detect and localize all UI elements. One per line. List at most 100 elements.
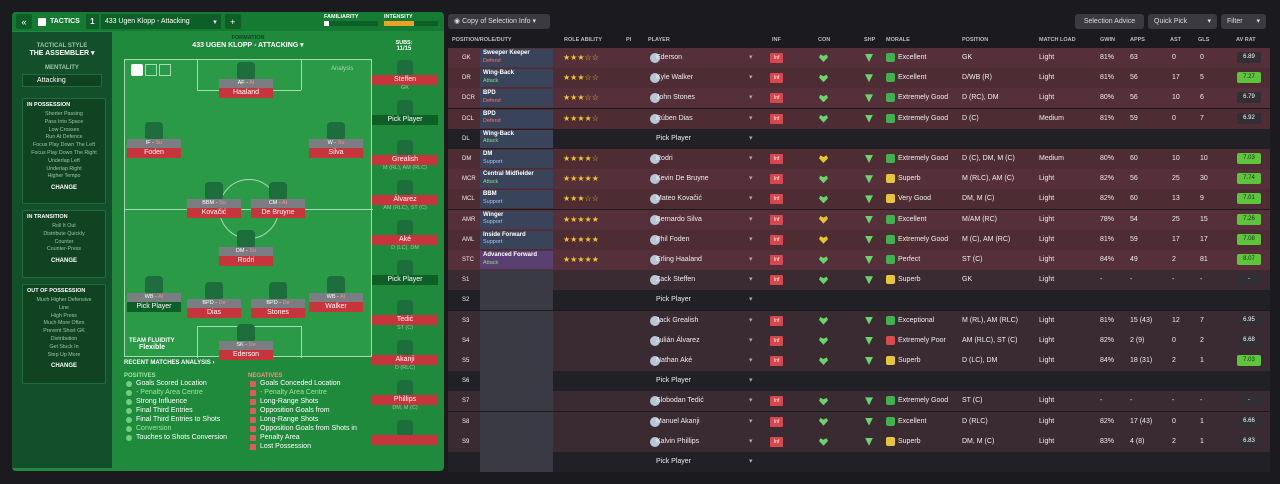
column-header[interactable]: POSITION — [962, 37, 989, 43]
info-icon[interactable] — [131, 64, 143, 76]
player-select[interactable]: Kevin De Bruyne ▾ — [643, 172, 758, 186]
column-header[interactable]: PLAYER — [648, 37, 670, 43]
player-select[interactable]: Nathan Aké ▾ — [643, 354, 758, 368]
player-select[interactable]: Erling Haaland ▾ — [643, 253, 758, 267]
chart-icon[interactable] — [145, 64, 157, 76]
table-row[interactable]: AMR Winger Support ★★★★★ Bernardo Silva ▾ Inf E… — [448, 209, 1270, 230]
player-select[interactable]: Bernardo Silva ▾ — [643, 213, 758, 227]
table-row[interactable]: GK Sweeper Keeper Defend ★★★☆☆ Ederson ▾ Inf Ex… — [448, 48, 1270, 68]
selection-advice-button[interactable]: Selection Advice — [1075, 14, 1144, 29]
view-select[interactable]: ◉ Copy of Selection Info ▾ — [448, 14, 550, 29]
table-row[interactable]: DCR BPD Defend ★★★☆☆ John Stones ▾ Inf Extremel… — [448, 88, 1270, 109]
table-row[interactable]: S3 Jack Grealish ▾ Inf Exceptional M (RL), AM… — [448, 310, 1270, 331]
column-header[interactable]: CON — [818, 37, 831, 43]
player-select[interactable]: Zack Steffen ▾ — [643, 273, 758, 287]
sub-slot[interactable]: Steffen GK — [369, 60, 441, 100]
pitch-player[interactable]: AF - At Haaland — [219, 62, 273, 98]
table-row[interactable]: S8 Manuel Akanji ▾ Inf Excellent D (RLC) Light… — [448, 411, 1270, 432]
role-duty[interactable]: Sweeper Keeper Defend — [480, 49, 553, 67]
player-select[interactable]: Rodri ▾ — [643, 152, 758, 166]
player-select[interactable]: Kalvin Phillips ▾ — [643, 435, 758, 449]
in-possession-change-button[interactable]: CHANGE — [50, 185, 77, 192]
pitch-player[interactable]: W - Su Silva — [309, 122, 363, 158]
column-header[interactable]: PI — [626, 37, 632, 43]
sub-slot[interactable]: Pick Player — [369, 100, 441, 140]
player-select[interactable]: Ederson ▾ — [643, 51, 758, 65]
sub-slot[interactable]: Grealish M (RL), AM (RLC) — [369, 140, 441, 180]
table-row[interactable]: S1 Zack Steffen ▾ Inf Superb GK Light - - - - - — [448, 270, 1270, 291]
add-tactic-button[interactable]: + — [224, 14, 241, 29]
tactic-number[interactable]: 1 — [85, 14, 99, 29]
role-duty[interactable]: Central Midfielder Attack — [480, 170, 553, 189]
player-select[interactable]: Pick Player ▾ — [643, 455, 758, 469]
analysis-toggle[interactable]: Analysis — [331, 66, 354, 72]
pitch-player[interactable]: SK - De Ederson — [219, 324, 273, 360]
player-select[interactable]: Pick Player ▾ — [643, 132, 758, 146]
table-row[interactable]: AML Inside Forward Support ★★★★★ Phil Foden ▾… — [448, 229, 1270, 250]
player-select[interactable]: Mateo Kovačić ▾ — [643, 192, 758, 206]
sub-slot[interactable]: Aké D (LC), DM — [369, 220, 441, 260]
column-header[interactable]: ROLE ABILITY — [564, 37, 602, 43]
table-row[interactable]: DL Wing-Back Attack Pick Player ▾ — [448, 128, 1270, 149]
player-select[interactable]: Manuel Akanji ▾ — [643, 415, 758, 429]
column-header[interactable]: MATCH LOAD — [1039, 37, 1076, 43]
player-select[interactable]: Pick Player ▾ — [643, 374, 758, 388]
sub-slot[interactable]: Phillips DM, M (C) — [369, 380, 441, 420]
recent-analysis-link[interactable]: RECENT MATCHES ANALYSIS › — [124, 360, 215, 366]
player-select[interactable]: Phil Foden ▾ — [643, 233, 758, 247]
pitch-icon[interactable] — [159, 64, 171, 76]
player-select[interactable]: Julián Álvarez ▾ — [643, 334, 758, 348]
tactical-style-value[interactable]: THE ASSEMBLER ▾ — [12, 49, 112, 57]
table-row[interactable]: STC Advanced Forward Attack ★★★★★ Erling Haa… — [448, 250, 1270, 270]
column-header[interactable]: MORALE — [886, 37, 910, 43]
table-row[interactable]: DM DM Support ★★★★☆ Rodri ▾ Inf Extremely Good D… — [448, 149, 1270, 169]
pitch-player[interactable]: IF - Su Foden — [127, 122, 181, 158]
sub-slot[interactable]: Pick Player — [369, 260, 441, 300]
column-header[interactable]: APPS — [1130, 37, 1145, 43]
pitch-player[interactable]: BPD - De Stones — [251, 282, 305, 318]
table-row[interactable]: S7 Slobodan Tedić ▾ Inf Extremely Good ST (C)… — [448, 391, 1270, 412]
table-row[interactable]: S5 Nathan Aké ▾ Inf Superb D (LC), DM Light 84%… — [448, 351, 1270, 371]
sub-slot[interactable]: Álvarez AM (RLC), ST (C) — [369, 180, 441, 220]
pitch-player[interactable]: CM - At De Bruyne — [251, 182, 305, 218]
role-duty[interactable]: Winger Support — [480, 210, 553, 229]
role-duty[interactable]: Advanced Forward Attack — [480, 251, 553, 269]
pitch-player[interactable]: BPD - De Dias — [187, 282, 241, 318]
role-duty[interactable]: BPD Defend — [480, 89, 553, 108]
column-header[interactable]: GWIN — [1100, 37, 1115, 43]
table-row[interactable]: S9 Kalvin Phillips ▾ Inf Superb DM, M (C) Ligh… — [448, 431, 1270, 452]
player-select[interactable]: Jack Grealish ▾ — [643, 314, 758, 328]
table-row[interactable]: MCR Central Midfielder Attack ★★★★★ Kevin De… — [448, 169, 1270, 190]
player-select[interactable]: John Stones ▾ — [643, 91, 758, 105]
out-of-possession-change-button[interactable]: CHANGE — [50, 363, 77, 370]
in-transition-change-button[interactable]: CHANGE — [50, 258, 77, 265]
filter-button[interactable]: Filter ▾ — [1221, 14, 1266, 29]
tactic-select[interactable]: 433 Ugen Klopp - Attacking ▾ — [100, 14, 221, 29]
role-duty[interactable]: DM Support — [480, 150, 553, 168]
sub-slot[interactable] — [369, 420, 441, 460]
column-header[interactable]: AST — [1170, 37, 1181, 43]
role-duty[interactable]: Wing-Back Attack — [480, 69, 553, 88]
role-duty[interactable]: Inside Forward Support — [480, 230, 553, 249]
role-duty[interactable]: BPD Defend — [480, 109, 553, 128]
column-header[interactable]: AV RAT — [1236, 37, 1256, 43]
pitch-player[interactable]: WB - At Walker — [309, 276, 363, 312]
table-row[interactable]: MCL BBM Support ★★★☆☆ Mateo Kovačić ▾ Inf Very … — [448, 189, 1270, 210]
table-row[interactable]: S2 Pick Player ▾ — [448, 290, 1270, 311]
pitch-player[interactable]: BBM - Su Kovačić — [187, 182, 241, 218]
sub-slot[interactable]: Akanji D (RLC) — [369, 340, 441, 380]
table-row[interactable]: DCL BPD Defend ★★★★☆ Rúben Dias ▾ Inf Extremely… — [448, 108, 1270, 129]
table-row[interactable]: S6 Pick Player ▾ — [448, 371, 1270, 392]
sub-slot[interactable]: Tedić ST (C) — [369, 300, 441, 340]
formation-select[interactable]: 433 UGEN KLOPP - ATTACKING ▾ — [192, 42, 304, 49]
quick-pick-button[interactable]: Quick Pick ▾ — [1148, 14, 1217, 29]
player-select[interactable]: Slobodan Tedić ▾ — [643, 394, 758, 408]
column-header[interactable]: SHP — [864, 37, 876, 43]
role-duty[interactable]: Wing-Back Attack — [480, 129, 553, 148]
column-header[interactable]: INF — [772, 37, 781, 43]
pitch-player[interactable]: DM - Su Rodri — [219, 230, 273, 266]
collapse-button[interactable]: « — [16, 14, 32, 29]
table-row[interactable]: DR Wing-Back Attack ★★★☆☆ Kyle Walker ▾ Inf Exc… — [448, 68, 1270, 89]
role-duty[interactable]: BBM Support — [480, 190, 553, 209]
player-select[interactable]: Rúben Dias ▾ — [643, 112, 758, 126]
